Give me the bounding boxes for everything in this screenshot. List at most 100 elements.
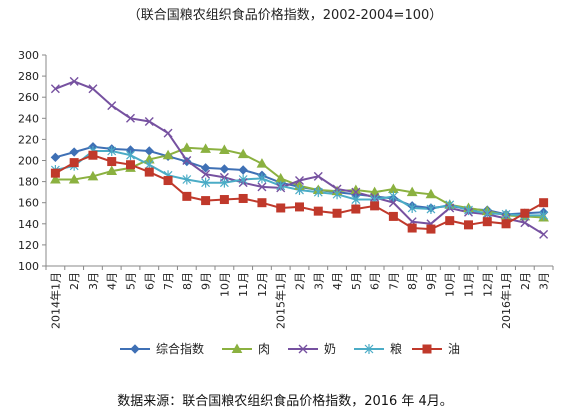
- data-point-s5: [482, 217, 492, 227]
- data-point-s1: [238, 165, 248, 175]
- x-tick-label: 3月: [87, 272, 100, 290]
- x-tick-label: 6月: [369, 272, 382, 290]
- y-tick-label: 100: [18, 260, 39, 273]
- data-point-s1: [50, 152, 61, 163]
- x-tick-label: 10月: [218, 272, 231, 297]
- data-point-s5: [182, 191, 192, 201]
- data-point-s5: [370, 201, 380, 211]
- data-point-s3: [257, 182, 267, 192]
- data-point-s4: [276, 180, 286, 191]
- data-point-s3: [520, 218, 530, 228]
- data-point-s4: [332, 189, 342, 200]
- data-point-s3: [182, 156, 192, 165]
- data-point-s3: [351, 187, 361, 197]
- data-point-s5: [539, 198, 549, 208]
- x-tick-label: 2016年1月: [499, 272, 513, 329]
- data-point-s4: [295, 185, 304, 196]
- data-point-s3: [201, 169, 211, 179]
- x-tick-label: 9月: [200, 272, 213, 290]
- data-point-s2: [406, 186, 418, 197]
- data-point-s3: [313, 171, 323, 181]
- data-point-s4: [126, 150, 135, 161]
- x-tick-label: 9月: [425, 272, 438, 290]
- x-tick-label: 6月: [143, 272, 156, 290]
- legend-label-3: 奶: [324, 342, 336, 356]
- y-tick-label: 180: [18, 176, 39, 189]
- data-point-s4: [388, 191, 398, 202]
- y-tick-label: 280: [18, 70, 39, 83]
- data-point-s2: [50, 173, 61, 184]
- data-point-s2: [388, 183, 399, 193]
- y-tick-label: 120: [18, 239, 39, 252]
- y-tick-label: 140: [18, 218, 39, 231]
- data-point-s5: [69, 158, 79, 168]
- x-tick-label: 4月: [331, 272, 344, 290]
- data-point-s5: [313, 206, 323, 216]
- x-tick-label: 8月: [406, 272, 419, 290]
- data-point-s2: [162, 149, 174, 160]
- x-tick-label: 2月: [68, 272, 81, 290]
- legend-label-1: 综合指数: [156, 341, 204, 356]
- x-tick-label: 2014年1月: [48, 272, 62, 329]
- data-point-s3: [163, 128, 173, 138]
- data-point-s5: [219, 195, 229, 205]
- legend-marker-1: [130, 344, 140, 354]
- data-point-s5: [351, 204, 361, 214]
- chart-title: （联合国粮农组织食品价格指数，2002-2004=100）: [127, 8, 443, 23]
- legend-marker-4: [364, 344, 374, 354]
- data-point-s5: [295, 202, 304, 212]
- data-point-s4: [464, 205, 473, 216]
- x-tick-label: 5月: [350, 272, 363, 290]
- data-point-s4: [201, 177, 211, 188]
- data-point-s4: [407, 202, 417, 213]
- x-tick-label: 7月: [387, 272, 400, 290]
- data-point-s2: [425, 188, 437, 199]
- data-point-s2: [256, 158, 268, 168]
- data-point-s2: [237, 148, 249, 159]
- y-tick-label: 200: [18, 155, 39, 168]
- data-point-s4: [482, 208, 492, 219]
- data-point-s5: [332, 208, 342, 218]
- data-point-s3: [539, 229, 549, 239]
- data-point-s5: [276, 203, 286, 213]
- x-tick-label: 12月: [481, 272, 494, 297]
- y-tick-label: 300: [18, 49, 39, 62]
- data-point-s4: [238, 174, 248, 185]
- data-point-s5: [388, 211, 398, 221]
- data-point-s4: [426, 204, 436, 215]
- y-tick-label: 220: [18, 133, 39, 146]
- data-point-s5: [520, 208, 530, 218]
- data-point-s2: [106, 165, 118, 176]
- data-point-s3: [126, 113, 135, 123]
- legend-marker-2: [231, 343, 243, 353]
- y-tick-label: 260: [18, 91, 39, 104]
- data-point-s5: [238, 193, 248, 203]
- data-point-s5: [257, 198, 267, 208]
- x-tick-label: 12月: [256, 272, 269, 297]
- data-point-s1: [144, 146, 154, 156]
- data-point-s5: [144, 167, 154, 177]
- x-tick-label: 5月: [125, 272, 138, 290]
- data-point-s5: [88, 150, 98, 160]
- x-tick-label: 3月: [538, 272, 551, 290]
- data-point-s5: [501, 219, 511, 229]
- data-point-s3: [107, 101, 117, 111]
- data-point-s5: [107, 157, 117, 167]
- legend-marker-5: [422, 344, 432, 354]
- data-point-s5: [163, 176, 173, 186]
- data-point-s4: [219, 177, 229, 188]
- y-tick-label: 240: [18, 112, 39, 125]
- legend-label-4: 粮: [390, 341, 402, 356]
- legend-label-2: 肉: [258, 342, 270, 356]
- x-tick-label: 3月: [312, 272, 325, 290]
- x-tick-label: 11月: [237, 272, 250, 297]
- data-point-s3: [50, 84, 60, 94]
- data-point-s4: [539, 210, 549, 221]
- data-point-s4: [501, 209, 511, 220]
- x-tick-label: 2015年1月: [274, 272, 288, 329]
- data-point-s4: [182, 174, 192, 185]
- legend-marker-3: [298, 344, 308, 354]
- x-tick-label: 2月: [519, 272, 532, 290]
- data-point-s1: [219, 164, 230, 174]
- legend-label-5: 油: [448, 342, 460, 356]
